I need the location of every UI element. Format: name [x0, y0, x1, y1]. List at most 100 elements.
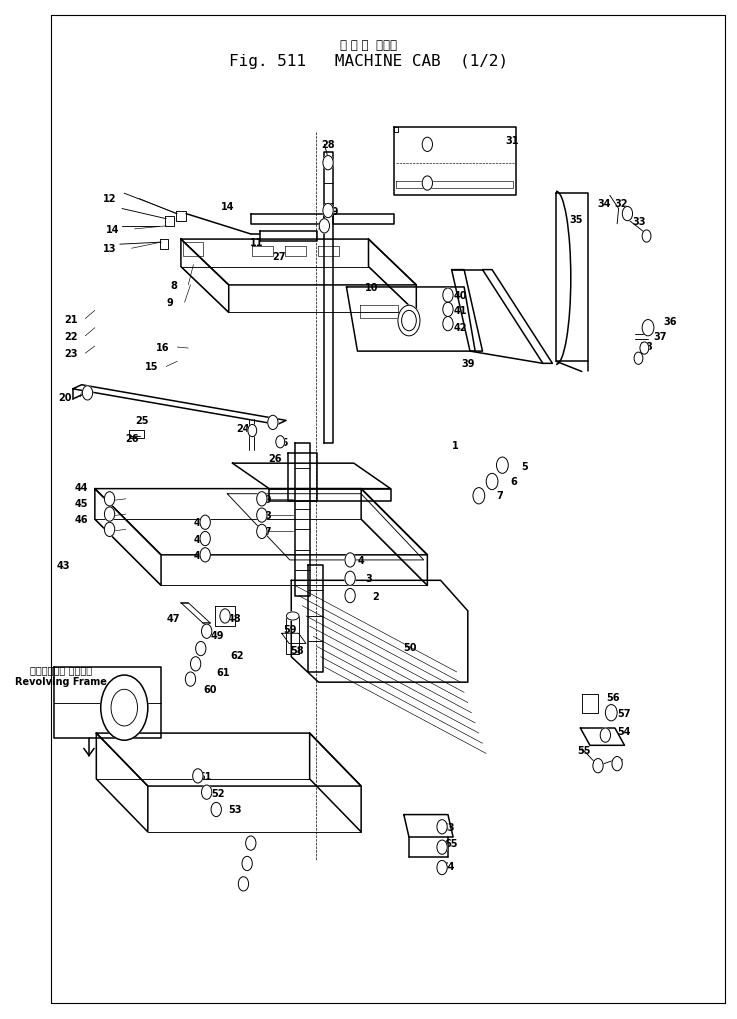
Circle shape	[443, 317, 453, 331]
Polygon shape	[181, 239, 228, 313]
Text: レボルビング フレーム: レボルビング フレーム	[30, 664, 92, 675]
Text: 3: 3	[365, 574, 372, 584]
Polygon shape	[404, 815, 453, 838]
Circle shape	[190, 657, 200, 672]
Circle shape	[402, 311, 416, 331]
Text: 6: 6	[510, 477, 517, 487]
Text: 2: 2	[372, 591, 380, 601]
Text: 18: 18	[259, 511, 273, 521]
Text: 43: 43	[57, 560, 70, 571]
Circle shape	[605, 705, 617, 721]
Circle shape	[486, 474, 498, 490]
Polygon shape	[308, 566, 323, 673]
Text: 63: 63	[441, 822, 455, 832]
Circle shape	[248, 425, 256, 437]
Text: Revolving Frame: Revolving Frame	[15, 677, 107, 687]
Circle shape	[437, 820, 447, 835]
Circle shape	[195, 642, 206, 656]
Text: 5: 5	[521, 462, 528, 472]
Text: 25: 25	[135, 416, 149, 426]
Text: 16: 16	[156, 342, 170, 353]
Text: 39: 39	[461, 359, 475, 369]
Text: Fig. 511   MACHINE CAB  (1/2): Fig. 511 MACHINE CAB (1/2)	[229, 54, 508, 69]
Text: 48: 48	[228, 613, 242, 624]
Circle shape	[437, 841, 447, 855]
Text: 56: 56	[607, 693, 621, 703]
Polygon shape	[252, 247, 273, 257]
Text: 36: 36	[663, 316, 677, 326]
Text: 35: 35	[569, 214, 583, 224]
Text: 26: 26	[125, 433, 139, 443]
Text: 23: 23	[64, 348, 77, 359]
Polygon shape	[286, 616, 298, 654]
Polygon shape	[73, 385, 286, 425]
Text: 7: 7	[496, 490, 503, 500]
Text: 28: 28	[321, 141, 335, 150]
Circle shape	[256, 492, 267, 506]
Text: 8: 8	[170, 280, 177, 290]
Circle shape	[593, 759, 603, 773]
Circle shape	[437, 861, 447, 875]
Text: 53: 53	[228, 805, 242, 815]
Text: 20: 20	[59, 392, 72, 403]
Text: 50: 50	[404, 642, 417, 652]
Polygon shape	[346, 287, 475, 352]
Text: 12: 12	[103, 195, 116, 204]
Circle shape	[256, 508, 267, 523]
Circle shape	[634, 353, 643, 365]
Text: 58: 58	[290, 645, 304, 655]
Circle shape	[83, 386, 93, 400]
Polygon shape	[556, 194, 587, 362]
Circle shape	[642, 230, 651, 243]
Text: 29: 29	[325, 206, 338, 216]
Text: 52: 52	[211, 789, 225, 799]
Text: 47: 47	[167, 613, 181, 624]
Text: 46: 46	[75, 515, 88, 525]
Circle shape	[201, 786, 212, 800]
Text: 44: 44	[75, 482, 88, 492]
Polygon shape	[452, 270, 483, 352]
Circle shape	[242, 857, 252, 871]
Circle shape	[398, 306, 420, 336]
Circle shape	[345, 553, 355, 568]
Text: 42: 42	[454, 322, 467, 332]
Circle shape	[105, 523, 115, 537]
Circle shape	[105, 492, 115, 506]
Text: 31: 31	[505, 137, 519, 146]
Text: 40: 40	[454, 290, 467, 301]
Text: 26: 26	[268, 453, 282, 464]
Polygon shape	[269, 489, 391, 501]
Circle shape	[276, 436, 284, 448]
Circle shape	[185, 673, 195, 687]
Text: 46: 46	[194, 550, 208, 560]
Circle shape	[201, 625, 212, 639]
Polygon shape	[181, 239, 416, 285]
Polygon shape	[165, 216, 173, 226]
Circle shape	[443, 303, 453, 317]
Polygon shape	[285, 247, 306, 257]
Polygon shape	[324, 153, 333, 443]
Text: 2: 2	[238, 879, 245, 889]
Text: 45: 45	[75, 498, 88, 508]
Circle shape	[612, 757, 622, 771]
Text: 32: 32	[614, 200, 628, 209]
Circle shape	[642, 320, 654, 336]
Text: 25: 25	[275, 437, 288, 447]
Text: 10: 10	[366, 282, 379, 292]
Circle shape	[211, 803, 221, 817]
Polygon shape	[282, 634, 306, 644]
Text: 59: 59	[283, 625, 296, 635]
Circle shape	[192, 769, 203, 784]
Text: 13: 13	[103, 244, 116, 254]
Polygon shape	[160, 239, 169, 250]
Text: 65: 65	[444, 839, 458, 848]
Polygon shape	[259, 231, 317, 242]
Text: 44: 44	[194, 518, 208, 528]
Text: 51: 51	[198, 771, 212, 782]
Circle shape	[345, 572, 355, 586]
Circle shape	[323, 204, 333, 218]
Polygon shape	[97, 734, 361, 787]
Text: 41: 41	[454, 306, 467, 316]
Text: 1: 1	[452, 440, 458, 450]
Text: マ シ ン  キャブ: マ シ ン キャブ	[340, 39, 397, 52]
